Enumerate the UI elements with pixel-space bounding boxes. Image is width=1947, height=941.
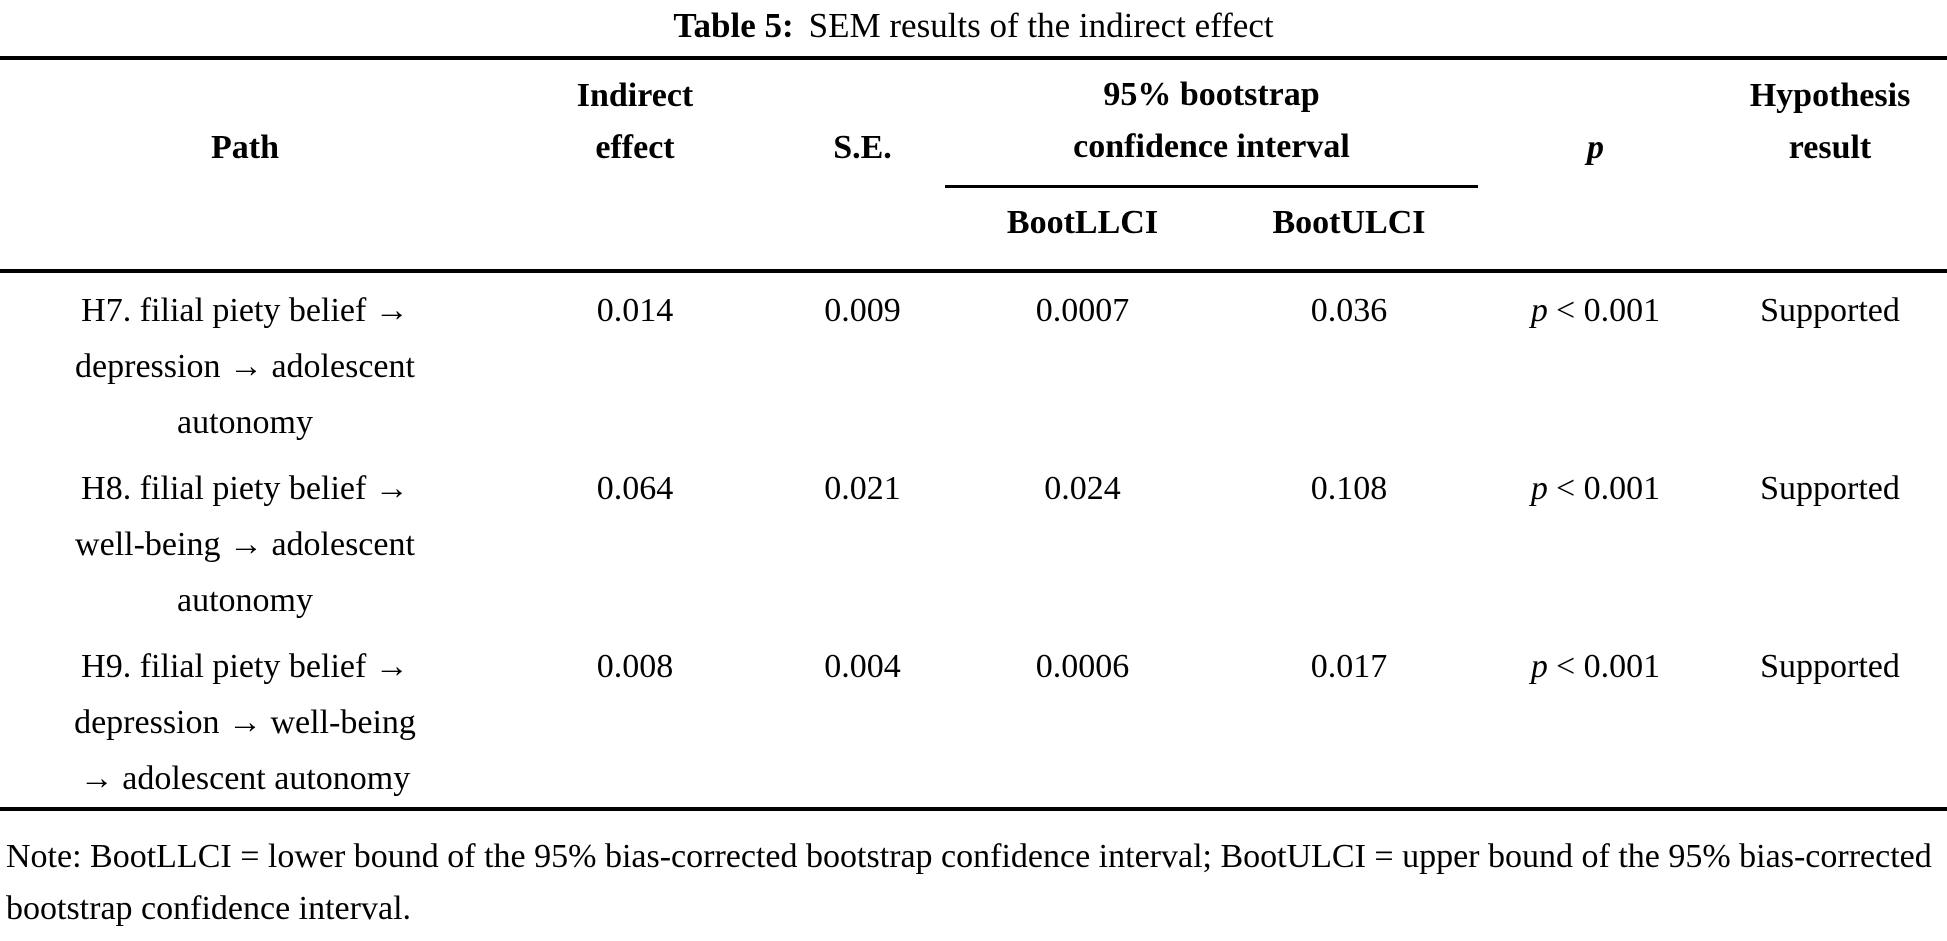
bootulci-value: 0.036 <box>1310 292 1388 329</box>
header-row-main: Path Indirect effect S.E. 95% bootstrap … <box>0 58 1947 188</box>
col-subheader-bootllci: BootLLCI <box>945 186 1220 273</box>
col-header-p: p <box>1478 58 1713 186</box>
indirect-effect-value: 0.008 <box>490 629 780 811</box>
subheader-empty-p <box>1478 186 1714 273</box>
bootulci-value: 0.017 <box>1220 629 1479 811</box>
col-header-path: Path <box>0 58 490 186</box>
se-value: 0.009 <box>824 292 901 329</box>
p-threshold: < 0.001 <box>1556 292 1661 329</box>
col-header-ci-group: 95% bootstrap confidence interval <box>945 58 1479 188</box>
subheader-empty-path <box>0 186 490 273</box>
path-cell: H8. filial piety belief → well-being → a… <box>0 451 490 629</box>
subheader-empty-se <box>780 186 945 273</box>
col-header-hypothesis-line1: Hypothesis <box>1749 77 1911 114</box>
col-header-path-label: Path <box>211 129 279 166</box>
col-header-indirect-effect: Indirect effect <box>490 58 780 186</box>
header-row-sub: BootLLCI BootULCI <box>0 186 1947 273</box>
path-line: well-being → adolescent <box>75 526 415 563</box>
path-line: H7. filial piety belief → <box>81 292 409 329</box>
hypothesis-result-value: Supported <box>1713 629 1947 811</box>
table-row-h9: H9. filial piety belief → depression → w… <box>0 629 1947 811</box>
path-cell: H7. filial piety belief → depression → a… <box>0 271 490 451</box>
path-line: autonomy <box>177 582 313 619</box>
bootllci-value: 0.0007 <box>1035 292 1130 329</box>
bootllci-value: 0.0006 <box>945 629 1220 811</box>
path-line: depression → well-being <box>74 704 416 741</box>
p-value: p < 0.001 <box>1478 271 1713 451</box>
table-header: Path Indirect effect S.E. 95% bootstrap … <box>0 58 1947 273</box>
sem-results-table: Path Indirect effect S.E. 95% bootstrap … <box>0 56 1947 811</box>
bootulci-value: 0.108 <box>1310 470 1388 507</box>
table-body: H7. filial piety belief → depression → a… <box>0 271 1947 811</box>
path-line: autonomy <box>177 404 313 441</box>
col-header-se: S.E. <box>780 58 945 186</box>
table-caption-label: Table 5: <box>673 6 794 45</box>
col-header-hypothesis-line2: result <box>1788 129 1872 166</box>
p-symbol: p <box>1530 292 1548 329</box>
path-line: H9. filial piety belief → <box>81 648 409 685</box>
indirect-effect-value: 0.064 <box>596 470 674 507</box>
path-cell: H9. filial piety belief → depression → w… <box>0 629 490 811</box>
table-caption: Table 5: SEM results of the indirect effe… <box>0 0 1947 56</box>
col-header-se-label: S.E. <box>833 129 892 166</box>
col-header-ci-line2: confidence interval <box>1073 127 1350 165</box>
hypothesis-result-value: Supported <box>1760 470 1900 507</box>
p-threshold: < 0.001 <box>1556 648 1661 685</box>
se-value: 0.004 <box>780 629 945 811</box>
col-header-ci-line1: 95% bootstrap <box>1103 75 1320 113</box>
col-header-indirect-line2: effect <box>595 129 675 166</box>
col-subheader-bootulci: BootULCI <box>1220 186 1479 273</box>
hypothesis-result-value: Supported <box>1760 292 1900 329</box>
subheader-empty-hypothesis <box>1713 186 1947 273</box>
se-value: 0.021 <box>824 470 901 507</box>
bootllci-value: 0.024 <box>1044 470 1121 507</box>
col-header-p-label: p <box>1587 129 1605 166</box>
indirect-effect-value: 0.014 <box>596 292 674 329</box>
table-row-h8: H8. filial piety belief → well-being → a… <box>0 451 1947 629</box>
p-value: p < 0.001 <box>1478 629 1714 811</box>
p-symbol: p <box>1530 470 1548 507</box>
p-symbol: p <box>1530 648 1548 685</box>
path-line: depression → adolescent <box>75 348 415 385</box>
col-header-hypothesis-result: Hypothesis result <box>1713 58 1947 186</box>
col-header-indirect-line1: Indirect <box>576 77 694 114</box>
p-threshold: < 0.001 <box>1556 470 1661 507</box>
p-value: p < 0.001 <box>1478 451 1713 629</box>
path-line: → adolescent autonomy <box>79 760 411 797</box>
table-caption-text: SEM results of the indirect effect <box>808 6 1274 45</box>
subheader-empty-indirect <box>490 186 780 273</box>
table-row-h7: H7. filial piety belief → depression → a… <box>0 271 1947 451</box>
path-line: H8. filial piety belief → <box>81 470 409 507</box>
table-note: Note: BootLLCI = lower bound of the 95% … <box>6 838 1932 927</box>
